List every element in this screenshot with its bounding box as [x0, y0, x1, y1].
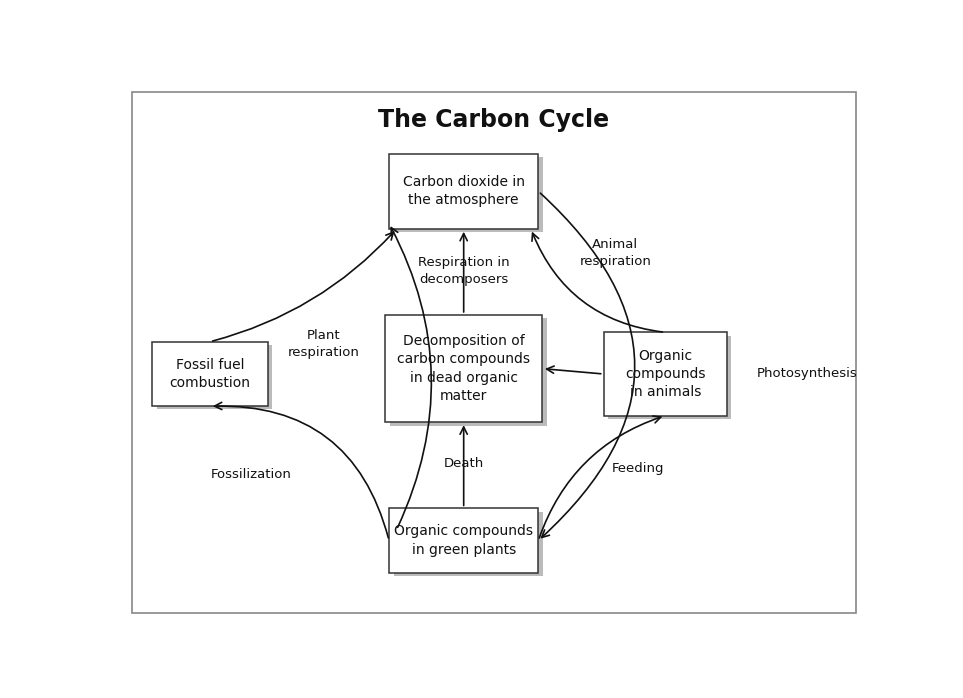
- Text: Animal
respiration: Animal respiration: [580, 238, 651, 268]
- Text: Fossil fuel
combustion: Fossil fuel combustion: [169, 358, 250, 390]
- Text: Carbon dioxide in
the atmosphere: Carbon dioxide in the atmosphere: [403, 175, 525, 207]
- FancyBboxPatch shape: [394, 157, 543, 232]
- FancyBboxPatch shape: [385, 315, 542, 422]
- FancyBboxPatch shape: [157, 345, 273, 410]
- Text: Death: Death: [444, 457, 483, 470]
- FancyBboxPatch shape: [604, 332, 727, 415]
- Text: Plant
respiration: Plant respiration: [287, 329, 359, 359]
- FancyBboxPatch shape: [152, 342, 268, 406]
- FancyBboxPatch shape: [608, 336, 731, 419]
- Text: Decomposition of
carbon compounds
in dead organic
matter: Decomposition of carbon compounds in dea…: [397, 334, 531, 403]
- Text: Fossilization: Fossilization: [211, 468, 292, 481]
- Text: Photosynthesis: Photosynthesis: [757, 367, 857, 380]
- Text: Respiration in
decomposers: Respiration in decomposers: [418, 256, 509, 286]
- Text: The Carbon Cycle: The Carbon Cycle: [377, 108, 610, 132]
- FancyBboxPatch shape: [390, 318, 547, 426]
- FancyBboxPatch shape: [132, 92, 855, 613]
- FancyBboxPatch shape: [389, 154, 538, 229]
- Text: Feeding: Feeding: [612, 461, 664, 475]
- FancyBboxPatch shape: [394, 512, 543, 576]
- FancyBboxPatch shape: [389, 508, 538, 573]
- Text: Organic compounds
in green plants: Organic compounds in green plants: [394, 524, 534, 557]
- Text: Organic
compounds
in animals: Organic compounds in animals: [625, 348, 706, 399]
